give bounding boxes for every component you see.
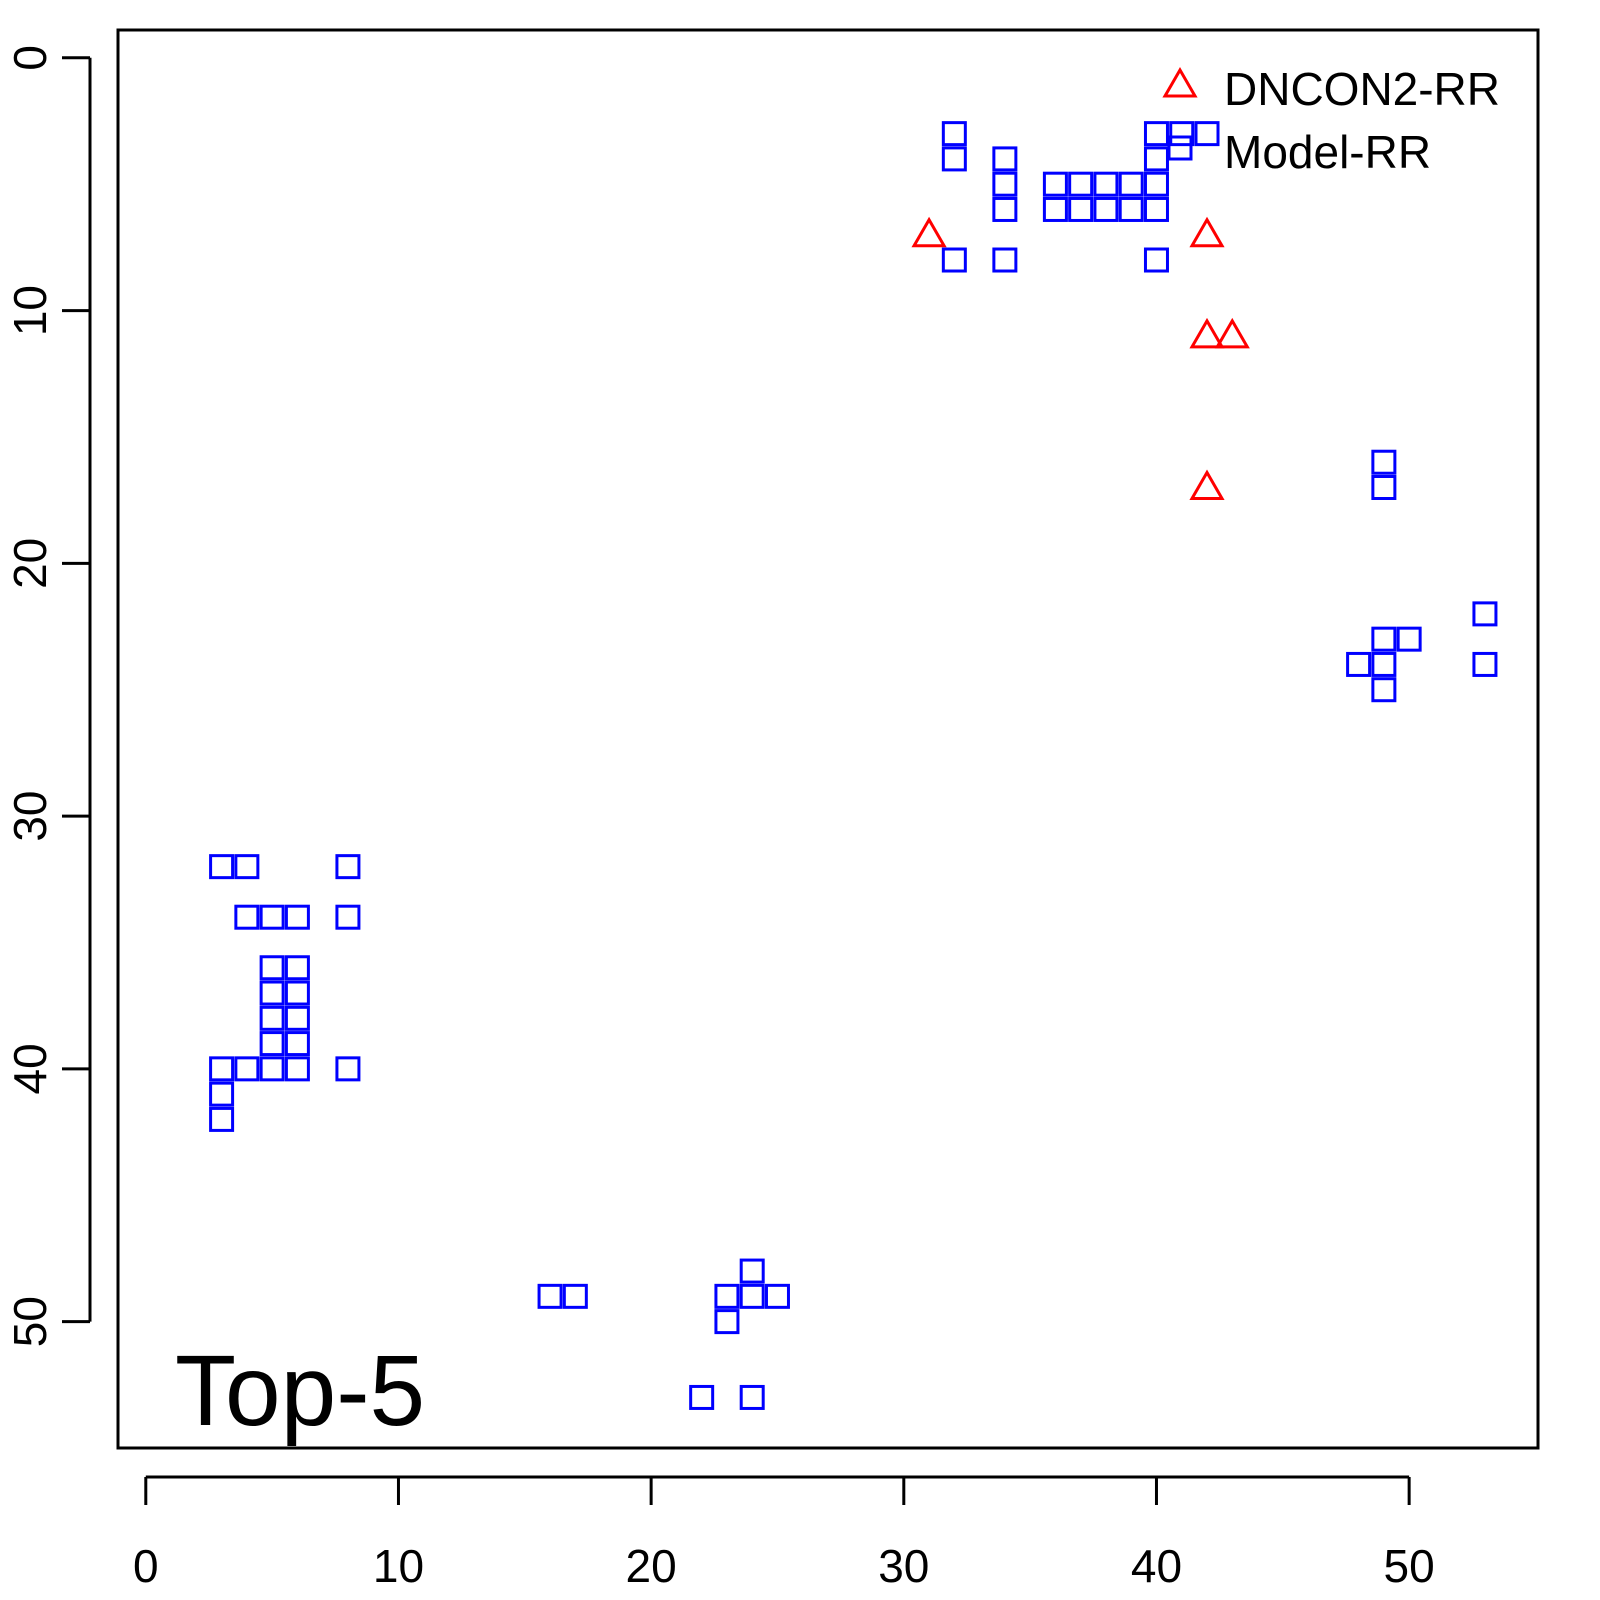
point-square [261,906,283,928]
point-square [766,1285,788,1307]
point-square [337,856,359,878]
legend-label: DNCON2-RR [1224,63,1500,115]
point-square [1095,198,1117,220]
point-square [1373,477,1395,499]
legend-label: Model-RR [1224,126,1431,178]
y-tick-label: 30 [4,791,56,842]
point-square [994,173,1016,195]
point-square [994,198,1016,220]
point-square [1070,198,1092,220]
point-square [261,1033,283,1055]
point-square [1474,653,1496,675]
point-square [564,1285,586,1307]
point-square [943,123,965,145]
point-square [211,856,233,878]
point-square [1044,173,1066,195]
point-square [286,906,308,928]
x-tick-label: 30 [878,1540,929,1592]
point-square [1145,249,1167,271]
x-tick-label: 50 [1384,1540,1435,1592]
legend-symbol [1165,70,1195,96]
point-square [286,1007,308,1029]
y-tick-label: 0 [4,45,56,71]
x-tick-label: 0 [133,1540,159,1592]
point-square [337,1058,359,1080]
point-square [286,957,308,979]
point-square [211,1058,233,1080]
point-square [261,982,283,1004]
y-tick-label: 10 [4,285,56,336]
point-triangle [1192,321,1222,347]
point-square [261,1058,283,1080]
point-square [943,249,965,271]
point-square [994,148,1016,170]
point-square [1373,653,1395,675]
point-triangle [1192,220,1222,246]
point-square [1373,451,1395,473]
point-square [741,1285,763,1307]
point-square [261,1007,283,1029]
point-square [1196,123,1218,145]
plot-frame [118,30,1538,1448]
point-square [716,1285,738,1307]
point-square [236,856,258,878]
point-triangle [1217,321,1247,347]
point-square [211,1083,233,1105]
point-square [1120,198,1142,220]
point-square [1398,628,1420,650]
point-square [539,1285,561,1307]
point-triangle [1192,473,1222,499]
point-square [236,906,258,928]
point-square [286,1058,308,1080]
point-square [236,1058,258,1080]
point-square [943,148,965,170]
point-square [1373,679,1395,701]
point-square [1348,653,1370,675]
chart: Top-5 0 10 20 30 40 50 0 10 20 30 40 50 DNCON2-RR Mod… [0,0,1600,1600]
x-tick-label: 20 [626,1540,677,1592]
point-square [1145,198,1167,220]
point-square [286,982,308,1004]
point-triangle [914,220,944,246]
annotation: Top-5 [175,1335,425,1447]
legend-symbol [1169,137,1191,159]
point-square [1171,123,1193,145]
point-square [1474,603,1496,625]
y-tick-label: 40 [4,1043,56,1094]
y-tick-label: 20 [4,538,56,589]
point-square [741,1386,763,1408]
y-tick-label: 50 [4,1296,56,1347]
x-tick-label: 40 [1131,1540,1182,1592]
point-square [994,249,1016,271]
point-square [286,1033,308,1055]
point-square [741,1260,763,1282]
point-square [1145,173,1167,195]
point-square [1070,173,1092,195]
point-square [1145,148,1167,170]
point-square [716,1311,738,1333]
point-square [1145,123,1167,145]
point-square [1044,198,1066,220]
point-square [691,1386,713,1408]
point-square [1373,628,1395,650]
x-tick-label: 10 [373,1540,424,1592]
point-square [211,1108,233,1130]
point-square [261,957,283,979]
point-square [337,906,359,928]
point-square [1095,173,1117,195]
point-square [1120,173,1142,195]
